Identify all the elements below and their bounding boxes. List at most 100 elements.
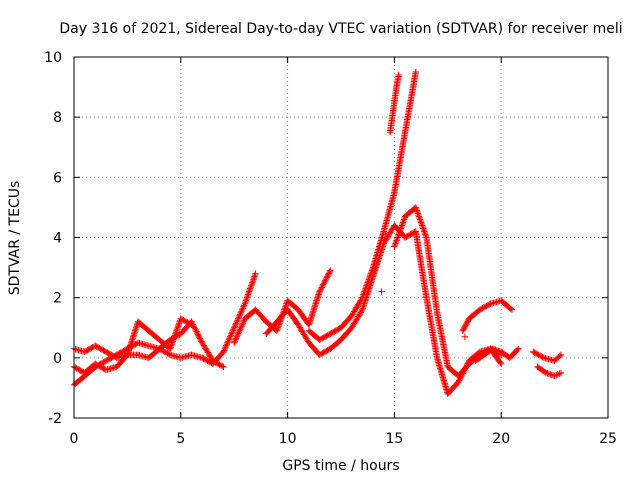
data-point (218, 362, 226, 370)
data-point (316, 336, 323, 343)
data-point (81, 348, 88, 356)
data-point (229, 327, 237, 334)
data-point (401, 234, 409, 241)
data-point (484, 301, 492, 309)
data-point (393, 235, 401, 243)
data-point (96, 362, 103, 370)
data-point (168, 341, 175, 348)
data-point (391, 243, 398, 250)
data-point (235, 330, 242, 337)
data-point (323, 332, 330, 340)
data-point (281, 304, 289, 312)
x-tick-label: 25 (599, 431, 617, 447)
data-point (225, 336, 233, 343)
data-point (395, 231, 402, 238)
data-point (98, 346, 106, 353)
data-point (553, 371, 560, 379)
data-point (554, 371, 562, 378)
data-point (191, 325, 199, 332)
data-point (201, 356, 209, 363)
data-point (239, 321, 246, 328)
data-point (534, 350, 541, 358)
data-point (405, 232, 413, 239)
data-point (98, 364, 106, 371)
data-point (398, 222, 406, 229)
x-axis-label: GPS time / hours (282, 458, 399, 474)
data-point (394, 234, 401, 241)
y-axis-label: SDTVAR / TECUs (7, 181, 23, 296)
data-point (332, 327, 339, 334)
data-point (242, 298, 249, 306)
data-point (248, 282, 255, 289)
data-point (556, 370, 563, 377)
data-point (420, 225, 427, 232)
x-tick-label: 5 (176, 431, 185, 447)
data-point (232, 321, 239, 328)
data-point (335, 326, 342, 333)
data-point (496, 348, 503, 355)
data-point (236, 327, 243, 334)
data-point (100, 347, 107, 354)
data-point (109, 352, 116, 359)
data-point (237, 311, 244, 318)
data-point (226, 333, 234, 340)
data-point (367, 271, 374, 279)
data-point (508, 306, 516, 313)
data-point (461, 323, 469, 330)
data-point (94, 362, 102, 369)
data-point (326, 268, 333, 276)
data-point (235, 329, 243, 336)
data-point (237, 326, 244, 333)
data-point (249, 277, 257, 285)
data-point (247, 285, 254, 292)
data-point (325, 270, 333, 277)
data-point (233, 333, 241, 340)
data-point (400, 216, 408, 223)
data-point (243, 295, 250, 303)
data-point (217, 362, 225, 369)
data-point (231, 324, 238, 331)
data-point (462, 322, 469, 329)
data-point (413, 205, 420, 213)
x-tick-label: 15 (385, 431, 403, 447)
data-point (551, 372, 558, 380)
data-point (173, 327, 180, 334)
data-point (358, 295, 365, 303)
data-point (214, 360, 222, 368)
data-point (192, 326, 199, 334)
data-point (403, 233, 410, 240)
data-point (324, 271, 332, 279)
data-point (173, 326, 181, 333)
data-point (419, 223, 426, 231)
data-point (193, 329, 201, 337)
data-point (322, 275, 330, 283)
data-point (172, 329, 180, 336)
data-point (102, 348, 110, 356)
data-point (421, 229, 429, 237)
data-point (177, 315, 184, 322)
data-point (418, 222, 426, 229)
data-point (397, 225, 405, 232)
data-point (515, 345, 522, 353)
data-point (392, 238, 400, 246)
data-point (97, 363, 104, 371)
data-point (327, 267, 334, 274)
data-point (460, 326, 467, 333)
data-point (231, 338, 239, 345)
data-point (221, 345, 229, 353)
y-tick-label: 2 (53, 291, 62, 307)
data-point (535, 351, 542, 359)
data-point (557, 351, 565, 359)
data-point (360, 289, 368, 297)
data-point (234, 332, 241, 339)
data-point (74, 365, 82, 373)
data-point (89, 344, 96, 351)
data-point (170, 336, 177, 343)
data-point (412, 204, 419, 211)
data-point (418, 220, 425, 228)
data-point (275, 323, 282, 330)
data-point (210, 358, 218, 365)
data-point (538, 353, 545, 360)
data-point (105, 356, 112, 363)
data-point (542, 369, 550, 377)
